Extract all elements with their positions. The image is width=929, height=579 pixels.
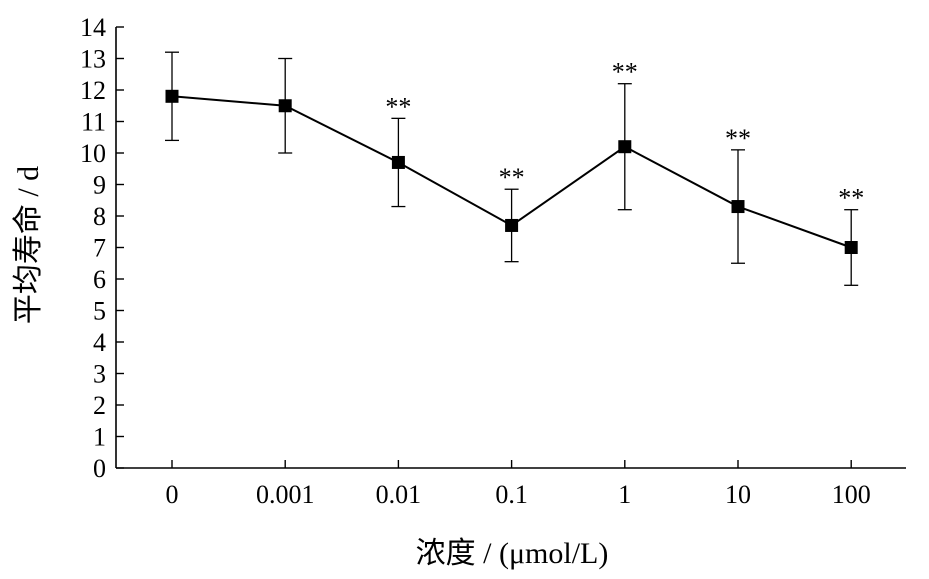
- y-tick-label: 12: [80, 76, 106, 105]
- y-tick-label: 9: [93, 171, 106, 200]
- y-tick-label: 4: [93, 328, 106, 357]
- significance-labels: ** ** ** ** **: [385, 58, 864, 213]
- y-axis-title: 平均寿命 / d: [12, 166, 45, 324]
- y-tick-label: 14: [80, 13, 106, 42]
- y-tick-label: 6: [93, 265, 106, 294]
- axes: [115, 26, 906, 469]
- y-tick-label: 2: [93, 391, 106, 420]
- x-tick-labels: 0 0.001 0.01 0.1 1 10 100: [166, 480, 871, 509]
- significance-label: **: [838, 184, 864, 213]
- data-point-marker: [844, 241, 858, 254]
- data-point-marker: [618, 140, 632, 154]
- significance-label: **: [612, 58, 638, 87]
- y-tick-label: 0: [93, 454, 106, 483]
- x-tick-label: 0.1: [495, 480, 528, 509]
- data-point-marker: [165, 89, 179, 103]
- x-tick-label: 0.001: [256, 480, 315, 509]
- y-tick-label: 11: [81, 108, 106, 137]
- y-tick-label: 10: [80, 139, 106, 168]
- y-tick-label: 8: [93, 202, 106, 231]
- significance-label: **: [499, 163, 525, 192]
- y-tick-label: 13: [80, 45, 106, 74]
- data-point-marker: [731, 200, 745, 214]
- x-tick-label: 0: [166, 480, 179, 509]
- x-tick-label: 0.01: [376, 480, 422, 509]
- y-tick-label: 5: [93, 297, 106, 326]
- data-point-marker: [278, 99, 292, 113]
- significance-label: **: [385, 92, 411, 121]
- x-tick-label: 10: [725, 480, 751, 509]
- y-tick-label: 3: [93, 360, 106, 389]
- y-tick-label: 7: [93, 234, 106, 263]
- data-point-marker: [391, 155, 405, 169]
- y-tick-label: 1: [93, 423, 106, 452]
- significance-label: **: [725, 124, 751, 153]
- data-markers: [165, 89, 858, 254]
- x-tick-label: 100: [832, 480, 871, 509]
- x-axis-title: 浓度 / (μmol/L): [416, 537, 609, 570]
- x-tick-label: 1: [618, 480, 631, 509]
- data-point-marker: [505, 218, 519, 232]
